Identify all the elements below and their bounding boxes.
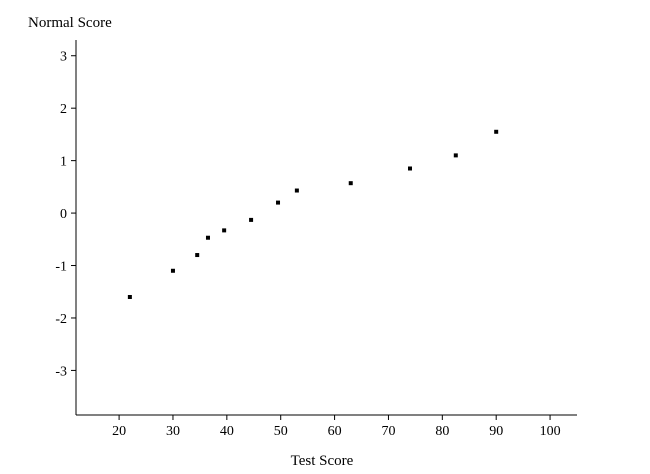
y-axis-ticks: 3 2 1 0 -1 -2 -3: [55, 50, 76, 379]
x-tick-label: 30: [166, 424, 180, 439]
data-point: [205, 235, 210, 240]
data-point: [453, 153, 458, 158]
y-tick-label: 0: [60, 207, 67, 222]
y-tick-label: -2: [55, 312, 67, 327]
x-tick-label: 70: [381, 424, 395, 439]
y-tick-label: 2: [60, 102, 67, 117]
y-tick-label: 1: [60, 155, 67, 170]
x-tick-label: 90: [489, 424, 503, 439]
x-axis-title: Test Score: [291, 453, 354, 469]
data-point: [348, 181, 353, 186]
x-tick-label: 40: [220, 424, 234, 439]
x-tick-label: 60: [328, 424, 342, 439]
y-tick-label: 3: [60, 50, 67, 65]
x-tick-label: 20: [112, 424, 126, 439]
data-point: [249, 217, 254, 222]
y-tick-label: -3: [55, 364, 67, 379]
x-axis-ticks: 20 30 40 50 60 70 80 90 100: [112, 415, 561, 439]
data-point: [170, 268, 175, 273]
data-point: [222, 228, 227, 233]
data-points: [127, 129, 499, 299]
data-point: [294, 188, 299, 193]
data-point: [276, 200, 281, 205]
data-point: [494, 129, 499, 134]
data-point: [195, 253, 200, 258]
y-axis-title: Normal Score: [28, 15, 112, 31]
y-tick-label: -1: [55, 260, 67, 275]
x-tick-label: 100: [540, 424, 561, 439]
x-tick-label: 80: [435, 424, 449, 439]
data-point: [408, 166, 412, 171]
x-tick-label: 50: [274, 424, 288, 439]
data-point: [127, 294, 132, 299]
